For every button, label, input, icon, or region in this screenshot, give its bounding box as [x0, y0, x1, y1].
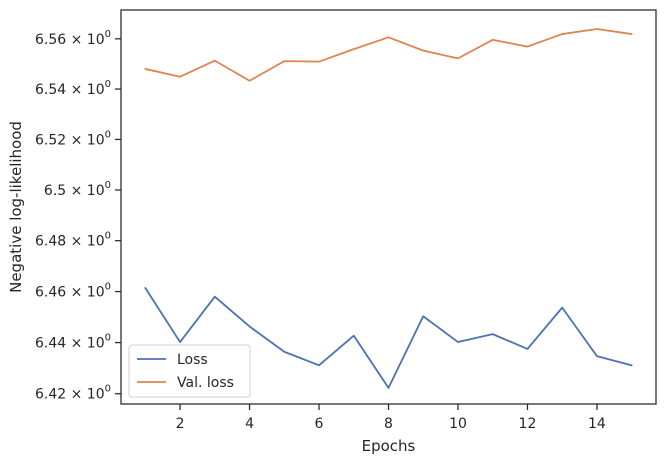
y-tick-label: 6.54 × 100: [35, 79, 111, 98]
x-tick-label: 4: [245, 416, 254, 432]
y-tick-label: 6.56 × 100: [35, 29, 111, 48]
x-tick-label: 10: [449, 416, 467, 432]
legend-label-loss: Loss: [177, 352, 208, 368]
x-tick-label: 2: [176, 416, 185, 432]
series-line-loss: [144, 287, 633, 389]
legend-label-val-loss: Val. loss: [177, 375, 234, 391]
x-axis-ticks: 2 4 6 8 10 12 14: [176, 404, 606, 432]
x-tick-label: 12: [519, 416, 537, 432]
series-line-val-loss: [144, 28, 633, 82]
x-tick-label: 8: [384, 416, 393, 432]
y-axis-label: Negative log-likelihood: [7, 121, 25, 293]
y-axis-ticks: 6.42 × 100 6.44 × 100 6.46 × 100 6.48 × 100…: [35, 29, 121, 403]
y-tick-label: 6.48 × 100: [35, 231, 111, 250]
series-layer: [144, 28, 633, 389]
x-axis-label: Epochs: [362, 437, 416, 455]
y-tick-label: 6.44 × 100: [35, 333, 111, 352]
y-tick-label: 6.46 × 100: [35, 282, 111, 301]
legend-box: [128, 344, 251, 398]
x-tick-label: 6: [315, 416, 324, 432]
y-tick-label: 6.5 × 100: [44, 180, 111, 199]
y-tick-label: 6.42 × 100: [35, 384, 111, 403]
x-tick-label: 14: [588, 416, 606, 432]
legend: Loss Val. loss: [128, 344, 251, 398]
y-tick-label: 6.52 × 100: [35, 129, 111, 148]
plot-frame: [120, 9, 657, 405]
plot-area: [121, 10, 656, 404]
